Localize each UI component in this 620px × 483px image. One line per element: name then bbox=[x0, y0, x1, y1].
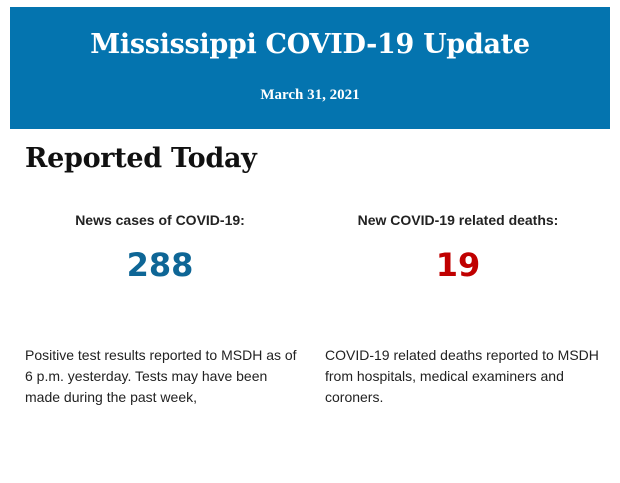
new-deaths-description: COVID-19 related deaths reported to MSDH… bbox=[325, 347, 599, 405]
page-title: Mississippi COVID-19 Update bbox=[90, 29, 530, 60]
new-cases-value: 288 bbox=[126, 246, 194, 284]
update-date: March 31, 2021 bbox=[260, 87, 360, 103]
new-cases-label: News cases of COVID-19: bbox=[75, 212, 245, 228]
new-deaths-label: New COVID-19 related deaths: bbox=[357, 212, 559, 228]
section-heading: Reported Today bbox=[25, 143, 257, 174]
new-deaths-stat: New COVID-19 related deaths: 19 bbox=[318, 212, 598, 284]
new-cases-description: Positive test results reported to MSDH a… bbox=[25, 347, 297, 405]
header-banner: Mississippi COVID-19 Update March 31, 20… bbox=[10, 7, 610, 129]
new-cases-stat: News cases of COVID-19: 288 bbox=[20, 212, 300, 284]
new-deaths-value: 19 bbox=[435, 246, 481, 284]
